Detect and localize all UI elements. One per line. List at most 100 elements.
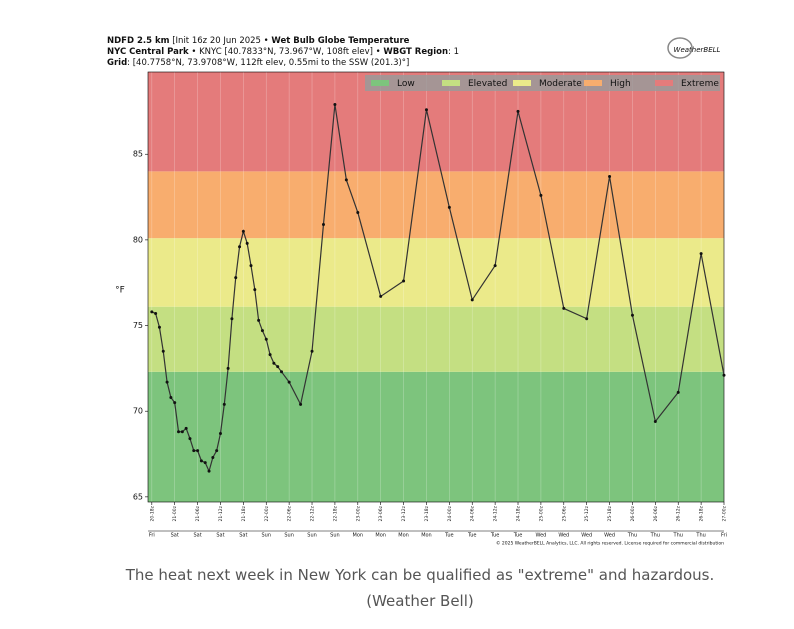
data-point — [211, 455, 215, 459]
data-point — [268, 353, 272, 357]
data-point — [249, 264, 253, 268]
x-tick-label: 27-00z — [722, 505, 728, 521]
data-point — [470, 298, 474, 302]
data-point — [653, 419, 657, 423]
day-label: Sat — [216, 533, 224, 539]
y-tick-label: 75 — [133, 321, 143, 330]
data-point — [493, 264, 497, 268]
data-point — [280, 370, 284, 374]
day-label: Thu — [695, 533, 705, 539]
legend-label: Moderate — [539, 79, 582, 89]
y-tick-label: 80 — [133, 235, 143, 244]
legend-swatch — [371, 80, 389, 86]
day-label: Mon — [353, 533, 364, 539]
day-label: Tue — [444, 533, 454, 539]
x-tick-label: 24-06z — [470, 505, 476, 521]
data-point — [333, 103, 337, 107]
risk-band — [148, 171, 724, 239]
header-segment: Wet Bulb Globe Temperature — [271, 36, 409, 46]
y-axis-label: °F — [115, 286, 125, 296]
day-label: Thu — [673, 533, 683, 539]
data-point — [226, 366, 230, 370]
x-tick-label: 22-00z — [264, 505, 270, 521]
data-point — [257, 318, 261, 322]
y-tick-label: 65 — [133, 492, 143, 501]
data-point — [676, 390, 680, 394]
day-label: Wed — [558, 533, 569, 539]
x-tick-label: 25-18z — [607, 505, 613, 521]
data-point — [379, 294, 383, 298]
data-point — [253, 288, 257, 292]
day-label: Wed — [581, 533, 592, 539]
day-label: Sun — [261, 533, 271, 539]
legend-swatch — [584, 80, 602, 86]
logo: WeatherBELL — [674, 46, 721, 54]
day-label: Tue — [490, 533, 500, 539]
data-point — [180, 430, 184, 434]
header-segment: : 1 — [448, 47, 459, 57]
day-label: Wed — [604, 533, 615, 539]
data-point — [230, 317, 234, 321]
day-label: Mon — [421, 533, 432, 539]
x-tick-label: 21-12z — [218, 505, 224, 521]
legend-label: Elevated — [468, 79, 507, 89]
data-point — [215, 449, 219, 453]
day-label: Wed — [535, 533, 546, 539]
legend-label: Extreme — [681, 79, 719, 89]
data-point — [321, 222, 325, 226]
data-point — [192, 449, 196, 453]
data-point — [184, 426, 188, 430]
data-point — [165, 380, 169, 384]
data-point — [177, 430, 181, 434]
data-point — [207, 469, 211, 473]
x-tick-label: 21-18z — [241, 505, 247, 521]
day-label: Thu — [627, 533, 637, 539]
x-tick-label: 26-12z — [676, 505, 682, 521]
data-point — [203, 461, 207, 465]
y-tick-label: 70 — [133, 407, 143, 416]
day-label: Tue — [467, 533, 477, 539]
data-point — [310, 349, 314, 353]
data-point — [630, 313, 634, 317]
legend-label: High — [610, 79, 631, 89]
data-point — [241, 229, 245, 233]
logo-ring — [667, 37, 693, 59]
x-tick-label: 22-18z — [332, 505, 338, 521]
day-label: Thu — [650, 533, 660, 539]
data-point — [245, 241, 249, 245]
data-point — [161, 349, 165, 353]
day-label: Sat — [239, 533, 247, 539]
data-point — [447, 205, 451, 209]
day-label: Sun — [284, 533, 294, 539]
data-point — [287, 380, 291, 384]
legend-label: Low — [397, 79, 415, 89]
x-tick-label: 26-06z — [653, 505, 659, 521]
data-point — [222, 402, 226, 406]
day-label: Tue — [513, 533, 523, 539]
data-point — [344, 178, 348, 182]
header-segment: NYC Central Park — [107, 47, 189, 57]
x-tick-label: 25-06z — [561, 505, 567, 521]
copyright: © 2025 WeatherBELL Analytics, LLC. All r… — [496, 540, 724, 547]
x-tick-label: 26-18z — [699, 505, 705, 521]
day-label: Fri — [721, 533, 727, 539]
risk-band — [148, 306, 724, 372]
caption: The heat next week in New York can be qu… — [125, 566, 715, 610]
header-segment: Grid — [107, 58, 127, 68]
x-tick-label: 23-00z — [355, 505, 361, 521]
header-line: NDFD 2.5 km [Init 16z 20 Jun 2025 • Wet … — [107, 36, 410, 46]
risk-band — [148, 371, 724, 502]
x-tick-label: 23-06z — [378, 505, 384, 521]
x-tick-label: 25-00z — [538, 505, 544, 521]
data-point — [562, 306, 566, 310]
data-point — [260, 329, 264, 333]
plot-frame — [147, 71, 725, 503]
data-point — [218, 431, 222, 435]
data-point — [196, 449, 200, 453]
x-tick-label: 22-06z — [287, 505, 293, 521]
header-segment: WBGT Region — [383, 47, 448, 57]
data-point — [173, 401, 177, 405]
data-point — [199, 459, 203, 463]
header-line: NYC Central Park • KNYC [40.7833°N, 73.9… — [107, 47, 459, 57]
